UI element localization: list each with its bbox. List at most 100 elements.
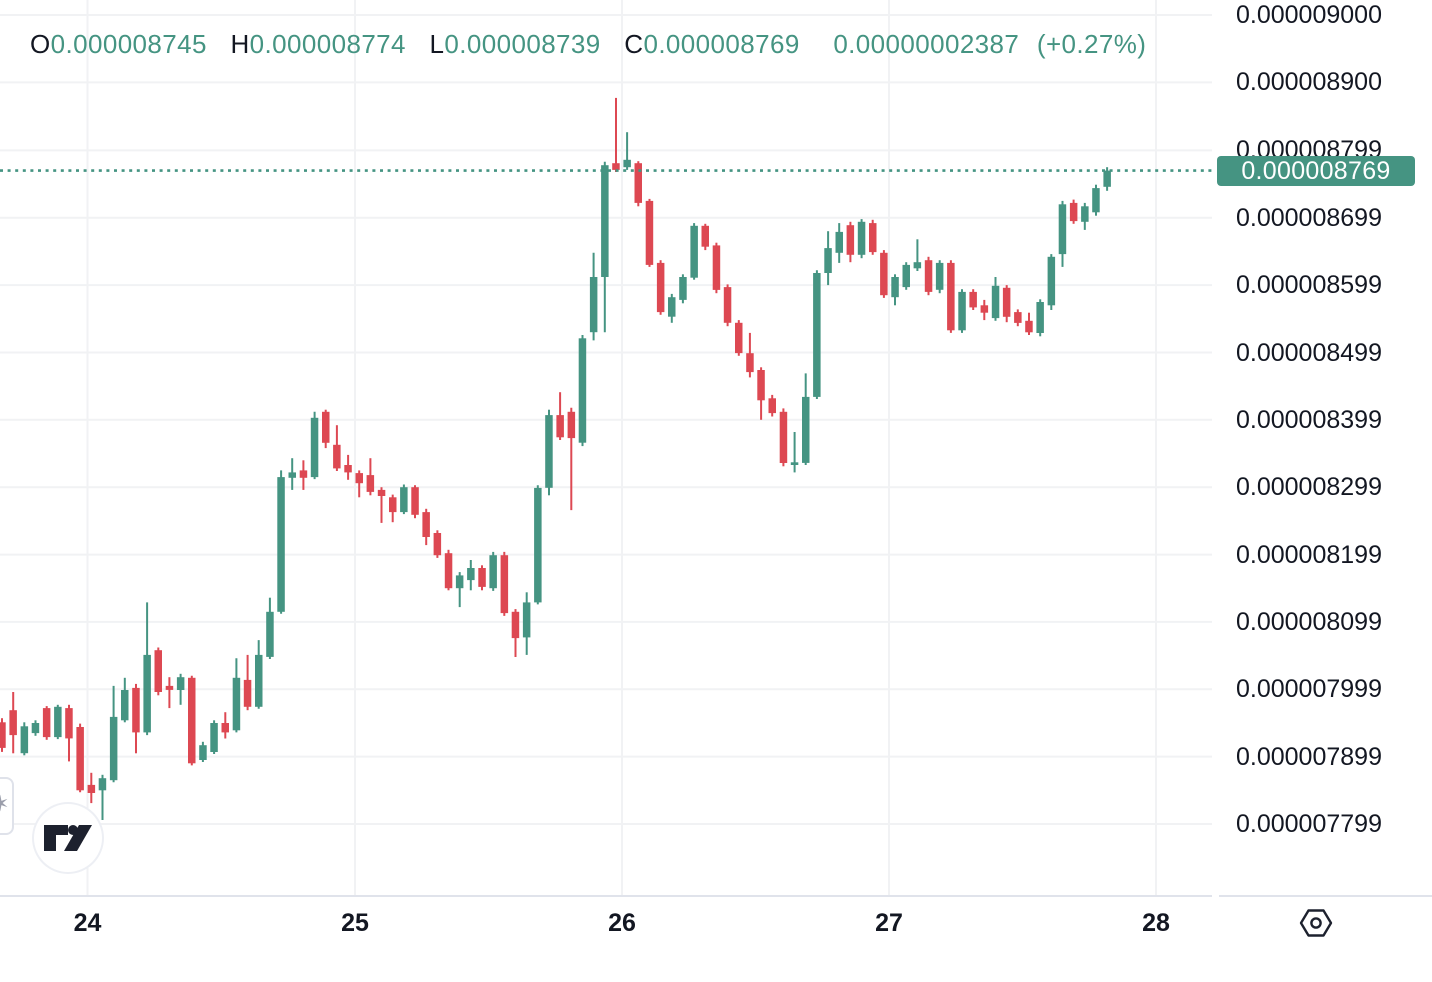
time-axis-label: 26 [608, 909, 636, 937]
left-edge-panel-button[interactable]: ✶ [0, 777, 14, 835]
candle-body [935, 262, 944, 290]
candle-body [1092, 188, 1100, 213]
price-axis-label: 0.000009000 [1236, 1, 1382, 29]
candle-body [880, 252, 888, 296]
price-axis-label: 0.000008099 [1236, 607, 1382, 636]
candle-body [76, 727, 84, 791]
candle-body [511, 611, 520, 639]
candlestick-canvas[interactable] [0, 0, 1212, 895]
candle-body [478, 568, 486, 587]
time-axis[interactable]: 24 25 26 27 28 [0, 895, 1432, 982]
candle-body [132, 687, 140, 733]
candle-body [522, 602, 531, 638]
candle-body [266, 611, 274, 657]
candle-body [545, 415, 553, 488]
price-axis-label: 0.000007899 [1236, 742, 1382, 771]
candle-body [556, 415, 564, 438]
axis-separator [1219, 895, 1432, 897]
candle-body [143, 654, 151, 733]
candle-body [333, 444, 341, 469]
candle-body [232, 677, 241, 731]
legend-low-label: L [429, 29, 445, 59]
legend-open-label: O [30, 29, 51, 59]
candle-body [723, 287, 732, 323]
candle-body [846, 225, 855, 255]
candle-body [623, 159, 631, 168]
candle-body [567, 411, 576, 439]
candle-body [299, 470, 308, 478]
candle-body [679, 277, 687, 300]
chart-panel[interactable]: O0.000008745 H0.000008774 L0.000008739 C… [0, 0, 1212, 895]
candle-body [645, 200, 654, 265]
candle-body [1103, 170, 1111, 187]
candle-body [176, 677, 185, 690]
candle-body [1047, 256, 1056, 306]
candle-body [288, 472, 296, 478]
candle-body [835, 231, 843, 253]
candle-body [869, 223, 877, 253]
candle-body [656, 262, 665, 313]
price-axis-label: 0.000008299 [1236, 473, 1382, 502]
candle-body [924, 260, 933, 292]
price-axis-label: 0.000008199 [1236, 540, 1382, 569]
candle-body [121, 690, 129, 721]
candle-body [255, 654, 263, 707]
candle-body [857, 221, 866, 255]
candle-body [98, 778, 107, 791]
candle-body [400, 487, 408, 513]
candle-body [701, 225, 709, 247]
candle-body [355, 473, 363, 484]
time-axis-label: 25 [341, 909, 369, 937]
candle-body [1002, 287, 1011, 317]
candle-body [87, 784, 96, 793]
candle-body [1081, 206, 1089, 222]
candle-body [757, 370, 765, 401]
ohlc-legend: O0.000008745 H0.000008774 L0.000008739 C… [30, 29, 1146, 60]
time-axis-label: 27 [875, 909, 903, 937]
candle-body [612, 163, 620, 170]
candle-body [444, 553, 453, 589]
candle-body [589, 277, 598, 333]
candle-body [154, 650, 162, 692]
star-icon: ✶ [0, 793, 9, 815]
candle-body [0, 722, 6, 748]
price-axis-label: 0.000008499 [1236, 338, 1382, 367]
candle-body [20, 726, 29, 754]
candle-body [467, 568, 475, 581]
candle-body [601, 165, 609, 277]
price-axis[interactable]: 0.000009000 0.000008900 0.000008799 0.00000… [1212, 0, 1432, 895]
candle-body [221, 723, 229, 733]
candle-body [310, 417, 319, 478]
candle-body [377, 489, 386, 496]
legend-high-label: H [230, 29, 250, 59]
settings-hexagon-icon[interactable] [1299, 908, 1333, 938]
candle-body [668, 297, 676, 317]
candle-body [902, 264, 910, 288]
candle-body [54, 706, 62, 738]
candle-body [344, 465, 352, 473]
candle-body [712, 245, 721, 290]
candle-body [433, 533, 442, 556]
candle-body [534, 487, 542, 603]
candle-body [455, 575, 464, 589]
candle-body [980, 305, 989, 313]
axis-separator [0, 895, 1212, 897]
candle-body [109, 716, 118, 781]
candle-body [913, 262, 922, 269]
candle-body [165, 685, 174, 690]
price-axis-label: 0.000007799 [1236, 810, 1382, 838]
tradingview-logo[interactable] [34, 804, 102, 872]
candle-body [768, 398, 776, 414]
candle-body [31, 723, 40, 734]
candle-body [42, 708, 51, 738]
candle-body [746, 353, 754, 373]
candle-body [65, 708, 73, 739]
candle-body [1069, 202, 1078, 222]
legend-close-value: 0.000008769 [643, 29, 800, 59]
legend-open-value: 0.000008745 [50, 29, 207, 59]
price-axis-label: 0.000008599 [1236, 271, 1382, 300]
candle-body [969, 291, 977, 308]
candle-body [188, 677, 196, 764]
candle-body [991, 285, 1000, 319]
candle-body [578, 338, 587, 443]
